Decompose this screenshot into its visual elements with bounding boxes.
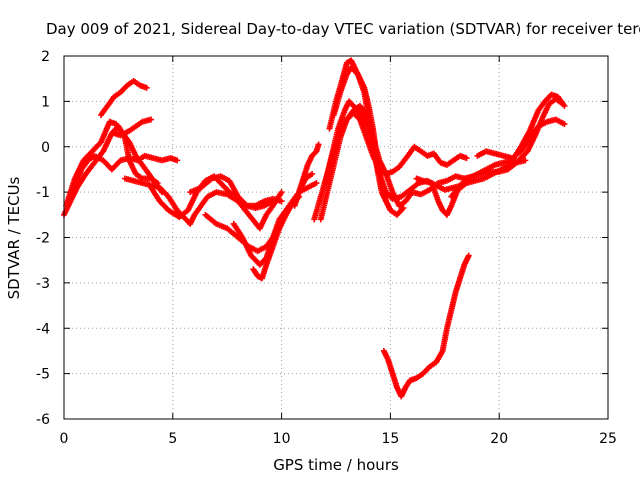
series-arc-11: [187, 173, 276, 212]
x-tick-label: 10: [273, 431, 291, 447]
x-axis-label: GPS time / hours: [273, 456, 399, 474]
series-arc-3: [97, 77, 150, 118]
x-tick-label: 5: [168, 431, 177, 447]
x-tick-label: 15: [381, 431, 399, 447]
y-tick-label: -2: [36, 231, 50, 247]
chart-title: Day 009 of 2021, Sidereal Day-to-day VTE…: [46, 20, 640, 38]
data-point: [148, 116, 155, 123]
series-arc-20: [448, 91, 568, 200]
y-tick-label: -5: [36, 367, 50, 383]
data-point: [463, 155, 470, 162]
data-series: [61, 57, 568, 400]
series-arc-21: [380, 252, 472, 400]
data-point: [278, 189, 285, 196]
data-point: [315, 141, 322, 148]
y-tick-label: -4: [36, 321, 50, 337]
data-point: [278, 198, 285, 205]
series-arc-17: [330, 64, 390, 205]
series-arc-12: [291, 141, 322, 209]
data-point: [174, 157, 181, 164]
y-tick-label: -1: [36, 185, 50, 201]
series-arc-4: [111, 116, 155, 139]
data-point: [309, 170, 316, 177]
data-point: [522, 157, 529, 164]
series-arc-9: [230, 180, 320, 268]
data-point: [400, 205, 407, 212]
data-point: [383, 198, 390, 205]
data-point: [143, 84, 150, 91]
y-tick-label: 1: [41, 94, 50, 110]
data-point: [465, 252, 472, 259]
plot-frame: [63, 55, 609, 420]
y-tick-label: -6: [36, 412, 50, 428]
series-arc-2: [63, 118, 165, 209]
data-point: [561, 121, 568, 128]
series-arc-8: [202, 193, 303, 255]
series-arc-19: [474, 116, 568, 162]
y-tick-label: -3: [36, 276, 50, 292]
data-point: [313, 180, 320, 187]
x-tick-label: 0: [60, 431, 69, 447]
data-point: [561, 102, 568, 109]
y-axis-label: SDTVAR / TECUs: [5, 176, 23, 299]
data-point: [269, 198, 276, 205]
y-tick-label: 0: [41, 140, 50, 156]
x-tick-labels: 0 5 10 15 20 25: [60, 431, 617, 447]
y-tick-labels: -6 -5 -4 -3 -2 -1 0 1 2: [36, 49, 50, 428]
x-tick-label: 25: [599, 431, 617, 447]
x-tick-label: 20: [490, 431, 508, 447]
series-arc-15: [322, 98, 466, 202]
y-tick-label: 2: [41, 49, 50, 65]
series-arc-5: [71, 152, 181, 196]
